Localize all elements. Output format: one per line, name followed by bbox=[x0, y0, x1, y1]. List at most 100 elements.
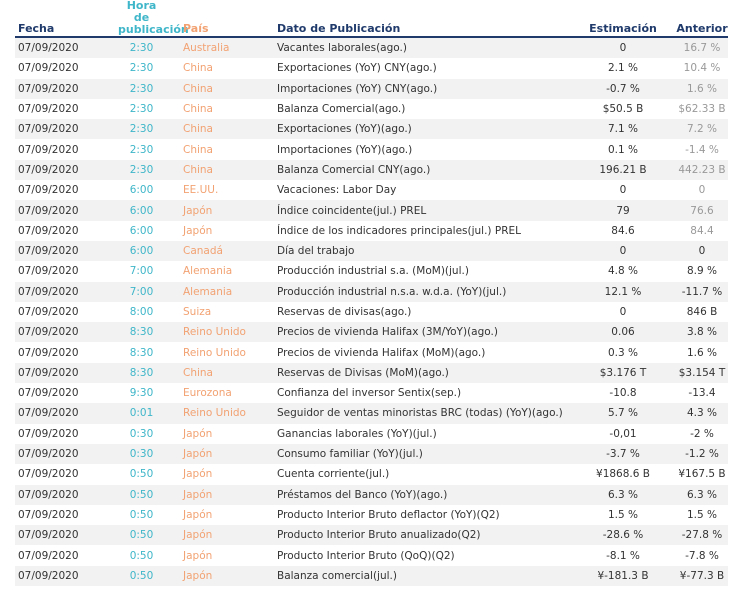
cell: Confianza del inversor Sentix(sep.) bbox=[277, 387, 462, 400]
cell: 7.2 % bbox=[686, 123, 717, 136]
cell: 0:50 bbox=[129, 529, 154, 542]
cell: 07/09/2020 bbox=[18, 448, 79, 461]
cell: 3.8 % bbox=[686, 326, 717, 339]
header-cell: Hora de publicación bbox=[100, 0, 189, 38]
cell: 0.3 % bbox=[607, 346, 638, 359]
cell: 07/09/2020 bbox=[18, 42, 79, 55]
cell: China bbox=[183, 143, 213, 156]
cell: China bbox=[183, 103, 213, 116]
cell: 0.06 bbox=[611, 326, 635, 339]
cell: 07/09/2020 bbox=[18, 488, 79, 501]
cell: Alemania bbox=[183, 285, 233, 298]
cell: 0 bbox=[698, 184, 706, 197]
cell: 1.6 % bbox=[686, 346, 717, 359]
cell: -0,01 bbox=[609, 427, 637, 440]
cell: -1.2 % bbox=[685, 448, 719, 461]
cell: 07/09/2020 bbox=[18, 427, 79, 440]
cell: Importaciones (YoY) CNY(ago.) bbox=[277, 82, 438, 95]
cell: Reservas de divisas(ago.) bbox=[277, 306, 412, 318]
cell: 10.4 % bbox=[683, 62, 721, 75]
header-cell: Dato de Publicación bbox=[277, 0, 570, 38]
row: 07/09/2020 0:50 Japón Balanza comercial(jul… bbox=[15, 565, 728, 587]
cell: Préstamos del Banco (YoY)(ago.) bbox=[277, 488, 448, 501]
cell: 9:30 bbox=[129, 387, 154, 400]
cell: 0:50 bbox=[129, 508, 154, 521]
cell: 07/09/2020 bbox=[18, 163, 79, 176]
cell: Día del trabajo bbox=[277, 245, 355, 258]
cell: 1.5 % bbox=[607, 508, 638, 521]
cell: Japón bbox=[183, 488, 213, 501]
cell: Japón bbox=[183, 549, 213, 562]
row: 07/09/2020 2:30 Australia Vacantes laborale… bbox=[15, 37, 728, 59]
header-row: Fecha Hora de publicación País Dato de Publ… bbox=[15, 0, 728, 38]
cell: Vacantes laborales(ago.) bbox=[277, 42, 407, 55]
cell: Balanza Comercial(ago.) bbox=[277, 103, 406, 116]
row: 07/09/2020 7:00 Alemania Producción industr… bbox=[15, 261, 728, 281]
cell: 8:00 bbox=[129, 306, 154, 318]
cell: Vacaciones: Labor Day bbox=[277, 184, 397, 197]
cell: 84.6 bbox=[611, 224, 635, 237]
cell: 0:30 bbox=[129, 448, 154, 461]
cell: 0:50 bbox=[129, 549, 154, 562]
cell: 07/09/2020 bbox=[18, 468, 79, 481]
cell: ¥-181.3 B bbox=[597, 569, 649, 582]
cell: 846 B bbox=[686, 306, 718, 318]
cell: 07/09/2020 bbox=[18, 569, 79, 582]
calendar: Fecha Hora de publicación País Dato de Publ… bbox=[15, 0, 728, 587]
cell: Índice coincidente(jul.) PREL bbox=[277, 204, 427, 217]
cell: -7.8 % bbox=[685, 549, 719, 562]
cell: Eurozona bbox=[183, 387, 232, 400]
cell: 0:50 bbox=[129, 488, 154, 501]
cell: Alemania bbox=[183, 265, 233, 278]
cell: 07/09/2020 bbox=[18, 306, 79, 318]
row: 07/09/2020 7:00 Alemania Producción industr… bbox=[15, 281, 728, 302]
row: 07/09/2020 6:00 Japón Índice coincidente(ju… bbox=[15, 200, 728, 221]
cell: 2:30 bbox=[129, 163, 154, 176]
cell: Balanza Comercial CNY(ago.) bbox=[277, 163, 431, 176]
cell: 07/09/2020 bbox=[18, 407, 79, 420]
cell: Japón bbox=[183, 569, 213, 582]
cell: Balanza comercial(jul.) bbox=[277, 569, 397, 582]
cell: 07/09/2020 bbox=[18, 265, 79, 278]
cell: 07/09/2020 bbox=[18, 62, 79, 75]
cell: Producción industrial s.a. (MoM)(jul.) bbox=[277, 265, 469, 278]
cell: -10.8 bbox=[609, 387, 637, 400]
cell: -2 % bbox=[690, 427, 714, 440]
header-cell: Fecha bbox=[15, 0, 100, 38]
row: 07/09/2020 8:00 Suiza Reservas de divisas(a… bbox=[15, 302, 728, 322]
table-body: 07/09/2020 2:30 Australia Vacantes laborale… bbox=[15, 37, 728, 587]
cell: 16.7 % bbox=[683, 42, 721, 55]
cell: ¥-77.3 B bbox=[679, 569, 725, 582]
cell: 0 bbox=[619, 245, 627, 258]
cell: 07/09/2020 bbox=[18, 285, 79, 298]
cell: Importaciones (YoY)(ago.) bbox=[277, 143, 413, 156]
cell: Producción industrial n.s.a. w.d.a. (YoY… bbox=[277, 285, 507, 298]
cell: 2:30 bbox=[129, 123, 154, 136]
cell: 07/09/2020 bbox=[18, 224, 79, 237]
cell: Reino Unido bbox=[183, 407, 246, 420]
cell: EE.UU. bbox=[183, 184, 219, 197]
cell: $62.33 B bbox=[678, 103, 726, 116]
cell: Producto Interior Bruto anualizado(Q2) bbox=[277, 529, 481, 542]
row: 07/09/2020 6:00 EE.UU. Vacaciones: Labor Da… bbox=[15, 180, 728, 200]
cell: 0:01 bbox=[129, 407, 154, 420]
cell: Canadá bbox=[183, 245, 223, 258]
cell: Exportaciones (YoY)(ago.) bbox=[277, 123, 412, 136]
cell: 0.1 % bbox=[607, 143, 638, 156]
cell: 07/09/2020 bbox=[18, 245, 79, 258]
cell: 1.5 % bbox=[686, 508, 717, 521]
cell: Precios de vivienda Halifax (MoM)(ago.) bbox=[277, 346, 486, 359]
cell: 07/09/2020 bbox=[18, 529, 79, 542]
cell: Australia bbox=[183, 42, 230, 55]
cell: Reino Unido bbox=[183, 326, 246, 339]
cell: Producto Interior Bruto deflactor (YoY)(… bbox=[277, 508, 500, 521]
cell: 0:50 bbox=[129, 569, 154, 582]
row: 07/09/2020 0:50 Japón Producto Interior Bru… bbox=[15, 505, 728, 525]
cell: Japón bbox=[183, 448, 213, 461]
row: 07/09/2020 2:30 China Balanza Comercial(ago… bbox=[15, 99, 728, 119]
cell: 07/09/2020 bbox=[18, 184, 79, 197]
cell: Producto Interior Bruto (QoQ)(Q2) bbox=[277, 549, 455, 562]
cell: China bbox=[183, 163, 213, 176]
cell: 76.6 bbox=[690, 204, 714, 217]
